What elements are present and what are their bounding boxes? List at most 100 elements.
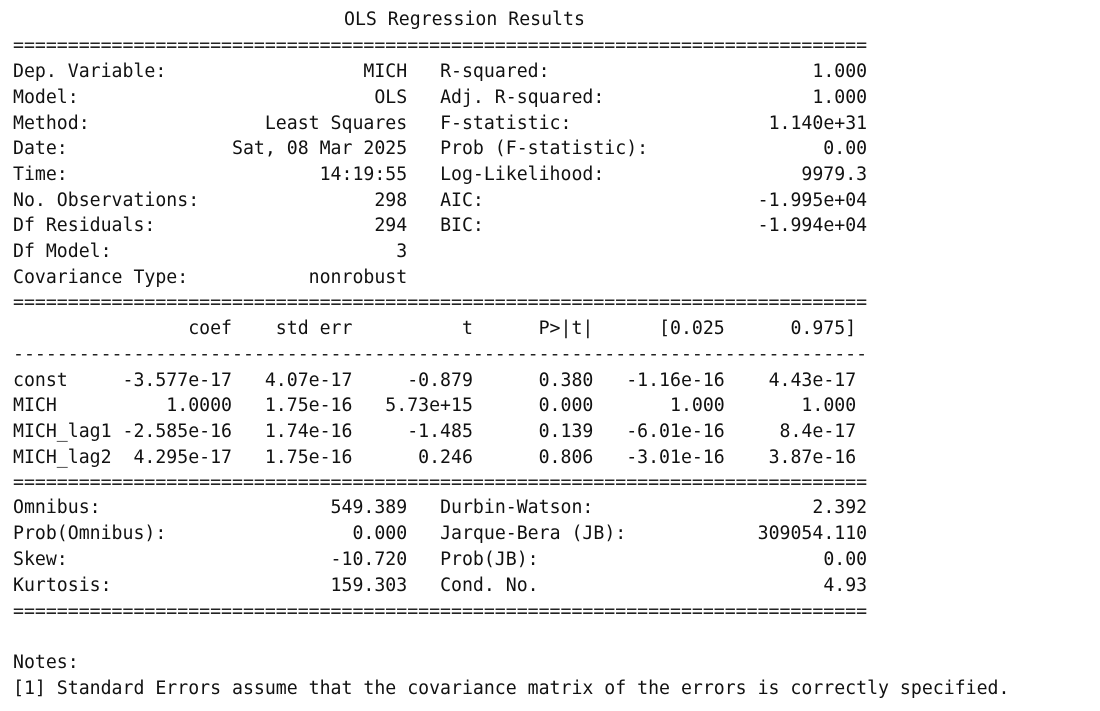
right-stat-value: 0.00 xyxy=(648,138,868,159)
left-stat-label: Time: xyxy=(13,164,68,185)
ci-lower-value: -3.01e-16 xyxy=(593,447,725,468)
right-stat-label: Prob (F-statistic): xyxy=(440,138,649,159)
coef-row: MICH_lag1 -2.585e-16 1.74e-16 -1.485 0.1… xyxy=(13,422,856,442)
coef-value: -2.585e-16 xyxy=(122,421,233,442)
double-rule: ========================================… xyxy=(13,472,868,493)
column-gap xyxy=(407,575,440,596)
ci-upper-value: 8.4e-17 xyxy=(724,421,857,442)
std-err-value: 1.75e-16 xyxy=(232,447,353,468)
coef-column-header: t xyxy=(352,318,473,339)
left-stat-value: 14:19:55 xyxy=(67,164,408,185)
p-value: 0.806 xyxy=(472,447,594,468)
right-stat-label: R-squared: xyxy=(440,61,550,82)
left-stat-label: Skew: xyxy=(13,549,68,570)
left-stat-label: No. Observations: xyxy=(13,190,200,211)
left-stat-value: Least Squares xyxy=(89,113,408,134)
coef-row: MICH 1.0000 1.75e-16 5.73e+15 0.000 1.00… xyxy=(13,396,856,416)
header-row: Date: Sat, 08 Mar 2025 Prob (F-statistic… xyxy=(13,139,867,159)
coef-row: MICH_lag2 4.295e-17 1.75e-16 0.246 0.806… xyxy=(13,448,856,468)
right-stat-value: 2.392 xyxy=(593,497,868,518)
right-stat-value: 1.000 xyxy=(549,61,868,82)
single-rule: ----------------------------------------… xyxy=(13,344,868,365)
p-value: 0.380 xyxy=(472,370,594,391)
ci-lower-value: -6.01e-16 xyxy=(593,421,725,442)
left-stat-value: 294 xyxy=(155,215,408,236)
header-row: Method: Least Squares F-statistic: 1.140… xyxy=(13,114,867,134)
right-stat-label: Adj. R-squared: xyxy=(440,87,605,108)
left-stat-value: Sat, 08 Mar 2025 xyxy=(67,138,408,159)
t-value: 5.73e+15 xyxy=(352,395,473,416)
t-value: 0.246 xyxy=(352,447,473,468)
column-gap xyxy=(407,523,440,544)
coef-value: 1.0000 xyxy=(122,395,232,416)
left-stat-label: Prob(Omnibus): xyxy=(13,523,167,544)
right-stat-value: 1.000 xyxy=(604,87,868,108)
right-stat-label: Durbin-Watson: xyxy=(440,497,594,518)
coef-row-name: MICH_lag2 xyxy=(13,447,123,468)
column-gap xyxy=(407,164,440,185)
column-gap xyxy=(407,497,440,518)
column-gap xyxy=(407,215,440,236)
ci-upper-value: 1.000 xyxy=(724,395,857,416)
right-stat-label: Cond. No. xyxy=(440,575,539,596)
left-stat-label: Omnibus: xyxy=(13,497,101,518)
p-value: 0.139 xyxy=(472,421,594,442)
right-stat-value: -1.994e+04 xyxy=(483,215,868,236)
left-stat-value: 159.303 xyxy=(111,575,408,596)
summary-title: OLS Regression Results xyxy=(344,9,585,30)
coef-row-name: const xyxy=(13,370,123,391)
std-err-value: 4.07e-17 xyxy=(232,370,353,391)
right-stat-value: 309054.110 xyxy=(626,523,868,544)
left-stat-label: Covariance Type: xyxy=(13,267,189,288)
right-stat-value: 9979.3 xyxy=(604,164,868,185)
coef-column-header: coef xyxy=(13,318,232,339)
double-rule: ========================================… xyxy=(13,601,868,622)
coef-column-header: [0.025 xyxy=(593,318,725,339)
right-stat-label: F-statistic: xyxy=(440,113,572,134)
diagnostic-row: Kurtosis: 159.303 Cond. No. 4.93 xyxy=(13,576,867,596)
ci-upper-value: 4.43e-17 xyxy=(724,370,857,391)
header-row: Df Residuals: 294 BIC: -1.994e+04 xyxy=(13,216,867,236)
notes-heading: Notes: xyxy=(13,652,79,673)
column-gap xyxy=(407,138,440,159)
right-stat-label: Log-Likelihood: xyxy=(440,164,605,185)
double-rule: ========================================… xyxy=(13,292,868,313)
diagnostic-row: Omnibus: 549.389 Durbin-Watson: 2.392 xyxy=(13,498,867,518)
left-stat-value: MICH xyxy=(166,61,408,82)
left-stat-label: Method: xyxy=(13,113,90,134)
coef-row-name: MICH xyxy=(13,395,123,416)
coef-header-row: coef std err t P>|t| [0.025 0.975] xyxy=(13,319,856,339)
column-gap xyxy=(407,87,440,108)
ci-upper-value: 3.87e-16 xyxy=(724,447,857,468)
coef-column-header: 0.975] xyxy=(724,318,857,339)
header-row: Covariance Type: nonrobust xyxy=(13,268,407,288)
double-rule: ========================================… xyxy=(13,35,868,56)
left-stat-value: 298 xyxy=(199,190,408,211)
left-stat-value: 549.389 xyxy=(100,497,408,518)
coef-column-header: std err xyxy=(232,318,353,339)
column-gap xyxy=(407,113,440,134)
column-gap xyxy=(407,190,440,211)
left-stat-label: Dep. Variable: xyxy=(13,61,167,82)
p-value: 0.000 xyxy=(472,395,594,416)
coef-row: const -3.577e-17 4.07e-17 -0.879 0.380 -… xyxy=(13,371,856,391)
diagnostic-row: Prob(Omnibus): 0.000 Jarque-Bera (JB): 3… xyxy=(13,524,867,544)
left-stat-label: Df Residuals: xyxy=(13,215,156,236)
left-stat-label: Df Model: xyxy=(13,241,112,262)
coef-column-header: P>|t| xyxy=(472,318,594,339)
coef-value: 4.295e-17 xyxy=(122,447,232,468)
column-gap xyxy=(407,61,440,82)
left-stat-value: nonrobust xyxy=(188,267,408,288)
header-row: Dep. Variable: MICH R-squared: 1.000 xyxy=(13,62,867,82)
right-stat-label: Jarque-Bera (JB): xyxy=(440,523,627,544)
left-stat-label: Date: xyxy=(13,138,68,159)
header-row: Df Model: 3 xyxy=(13,242,407,262)
ci-lower-value: -1.16e-16 xyxy=(593,370,725,391)
left-stat-value: 3 xyxy=(111,241,408,262)
header-row: Time: 14:19:55 Log-Likelihood: 9979.3 xyxy=(13,165,867,185)
left-stat-value: -10.720 xyxy=(67,549,408,570)
left-stat-label: Kurtosis: xyxy=(13,575,112,596)
coef-row-name: MICH_lag1 xyxy=(13,421,123,442)
std-err-value: 1.74e-16 xyxy=(232,421,353,442)
right-stat-value: -1.995e+04 xyxy=(483,190,868,211)
